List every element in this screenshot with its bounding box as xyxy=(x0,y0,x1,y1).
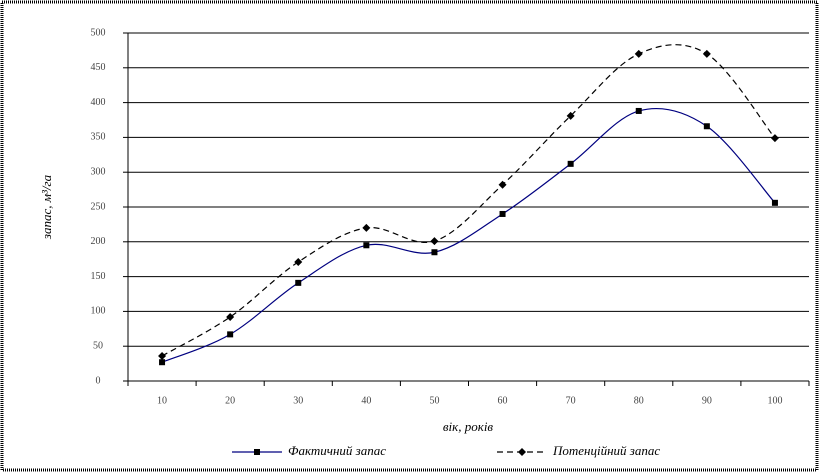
marker xyxy=(431,249,438,256)
marker xyxy=(703,123,710,130)
x-tick-label: 60 xyxy=(498,395,508,406)
x-tick-label: 30 xyxy=(293,395,303,406)
marker xyxy=(363,242,370,249)
marker xyxy=(430,237,439,246)
marker xyxy=(226,312,235,321)
marker xyxy=(567,160,574,167)
marker xyxy=(518,448,526,456)
x-tick-label: 70 xyxy=(566,395,576,406)
marker xyxy=(254,449,260,455)
y-tick-label: 300 xyxy=(91,166,106,177)
legend-label: Потенційний запас xyxy=(552,443,660,458)
marker xyxy=(702,49,711,58)
x-tick-label: 80 xyxy=(634,395,644,406)
series-line xyxy=(161,44,776,357)
x-tick-label: 90 xyxy=(702,395,712,406)
y-tick-label: 150 xyxy=(91,271,106,282)
marker xyxy=(566,111,575,120)
marker xyxy=(227,331,234,338)
x-tick-label: 40 xyxy=(361,395,371,406)
y-tick-label: 500 xyxy=(91,27,106,38)
marker xyxy=(498,180,507,189)
y-tick-label: 100 xyxy=(91,306,106,317)
y-tick-label: 0 xyxy=(96,375,101,386)
y-tick-label: 400 xyxy=(91,97,106,108)
x-tick-label: 50 xyxy=(429,395,439,406)
y-axis-label: запас, м³/га xyxy=(39,174,54,240)
marker xyxy=(771,199,778,206)
marker xyxy=(362,223,371,232)
marker xyxy=(159,359,166,366)
marker xyxy=(770,134,779,143)
marker xyxy=(499,210,506,217)
y-tick-label: 450 xyxy=(91,62,106,73)
x-tick-label: 10 xyxy=(157,395,167,406)
y-tick-label: 250 xyxy=(91,201,106,212)
marker xyxy=(158,351,167,360)
x-axis-label: вік, років xyxy=(443,419,494,434)
marker xyxy=(634,49,643,58)
x-tick-label: 100 xyxy=(767,395,782,406)
y-tick-label: 200 xyxy=(91,236,106,247)
marker xyxy=(294,257,303,266)
marker xyxy=(635,107,642,114)
y-tick-label: 50 xyxy=(93,340,103,351)
marker xyxy=(295,279,302,286)
series-line xyxy=(161,107,776,363)
legend-label: Фактичний запас xyxy=(288,443,386,458)
x-tick-label: 20 xyxy=(225,395,235,406)
y-tick-label: 350 xyxy=(91,132,106,143)
